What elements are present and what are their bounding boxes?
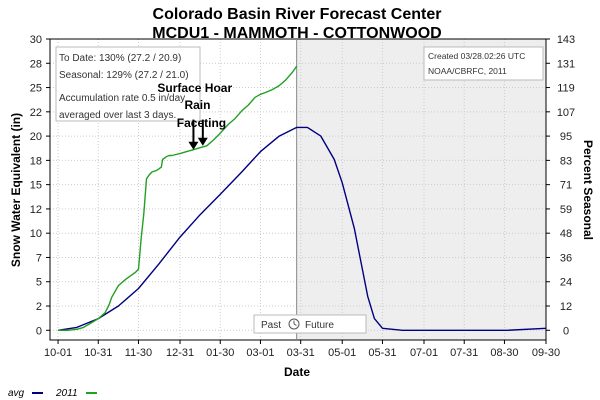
y-tick-label-left: 22 xyxy=(30,107,42,119)
y-axis-title-right: Percent Seasonal xyxy=(581,140,595,240)
annotation-label: Rain xyxy=(184,98,210,112)
y-tick-label-right: 95 xyxy=(560,131,572,143)
axis-ticks: 10-01 10-31 11-30 12-31 01-30 03-01 03-31 05-01… xyxy=(30,34,575,359)
y-tick-label-right: 59 xyxy=(560,204,572,216)
y-tick-label-right: 12 xyxy=(560,301,572,313)
x-tick-label: 01-30 xyxy=(206,347,234,359)
x-tick-label: 03-31 xyxy=(287,347,315,359)
annotation-label: Faceting xyxy=(177,116,226,130)
past-future-box xyxy=(253,314,367,334)
y-tick-label-left: 0 xyxy=(36,325,42,337)
x-axis-title: Date xyxy=(284,365,310,379)
to-date-text: To Date: 130% (27.2 / 20.9) xyxy=(59,53,181,64)
series-lines xyxy=(57,65,547,331)
y-tick-label-left: 10 xyxy=(30,228,42,240)
chart-title: Colorado Basin River Forecast Center xyxy=(153,6,442,23)
x-tick-label: 09-30 xyxy=(532,347,560,359)
chart-subtitle: MCDU1 - MAMMOTH - COTTONWOOD xyxy=(152,25,441,42)
y-tick-label-right: 107 xyxy=(557,107,575,119)
y-tick-label-left: 25 xyxy=(30,83,42,95)
created-box xyxy=(423,46,544,81)
x-tick-label: 05-31 xyxy=(368,347,396,359)
future-region xyxy=(296,39,546,340)
legend-label-2011: 2011 xyxy=(55,388,78,399)
annotations: Surface Hoar Rain Faceting xyxy=(157,81,232,150)
annotation-label: Surface Hoar xyxy=(157,81,232,95)
seasonal-text: Seasonal: 129% (27.2 / 21.0) xyxy=(59,70,189,81)
legend: avg 2011 xyxy=(8,388,97,399)
plot-area-border xyxy=(49,38,547,341)
accumulation-period-text: averaged over last 3 days. xyxy=(59,110,176,121)
y-tick-label-right: 83 xyxy=(560,155,572,167)
y-tick-label-left: 7 xyxy=(36,252,42,264)
x-tick-label: 10-31 xyxy=(84,347,112,359)
y-tick-label-left: 12 xyxy=(30,204,42,216)
x-tick-label: 12-31 xyxy=(166,347,194,359)
x-tick-label: 07-31 xyxy=(450,347,478,359)
y-tick-label-right: 119 xyxy=(557,83,575,95)
y-tick-label-right: 48 xyxy=(560,228,572,240)
info-box xyxy=(55,46,201,122)
y-tick-label-left: 20 xyxy=(30,131,42,143)
x-tick-label: 07-01 xyxy=(410,347,438,359)
accumulation-rate-text: Accumulation rate 0.5 in/day xyxy=(59,93,185,104)
y-tick-label-right: 36 xyxy=(560,252,572,264)
y-tick-label-right: 24 xyxy=(560,277,572,289)
x-tick-label: 05-01 xyxy=(328,347,356,359)
series-line-2011 xyxy=(58,65,298,331)
y-tick-label-left: 2 xyxy=(36,301,42,313)
y-axis-title-left: Snow Water Equivalent (in) xyxy=(9,113,23,267)
arrow-left-head xyxy=(188,141,199,150)
arrow-right-head xyxy=(197,137,208,146)
series-line-avg xyxy=(57,126,547,331)
y-tick-label-right: 71 xyxy=(560,180,572,192)
grid-lines xyxy=(50,38,547,340)
y-tick-label-right: 143 xyxy=(557,34,575,46)
x-tick-label: 10-01 xyxy=(44,347,72,359)
y-tick-label-left: 18 xyxy=(30,155,42,167)
x-tick-label: 03-01 xyxy=(246,347,274,359)
y-tick-label-right: 0 xyxy=(563,325,569,337)
y-tick-label-left: 5 xyxy=(36,277,42,289)
legend-label-avg: avg xyxy=(8,388,25,399)
past-label: Past xyxy=(261,320,281,331)
clock-icon xyxy=(288,318,300,330)
future-label: Future xyxy=(305,320,334,331)
y-tick-label-left: 30 xyxy=(30,34,42,46)
y-tick-label-left: 15 xyxy=(30,180,42,192)
y-tick-label-left: 28 xyxy=(30,58,42,70)
credit-text: NOAA/CBRFC, 2011 xyxy=(428,66,507,76)
y-tick-label-right: 131 xyxy=(557,58,575,70)
created-text: Created 03/28.02:26 UTC xyxy=(428,51,525,61)
x-tick-label: 08-30 xyxy=(490,347,518,359)
x-tick-label: 11-30 xyxy=(125,347,152,359)
